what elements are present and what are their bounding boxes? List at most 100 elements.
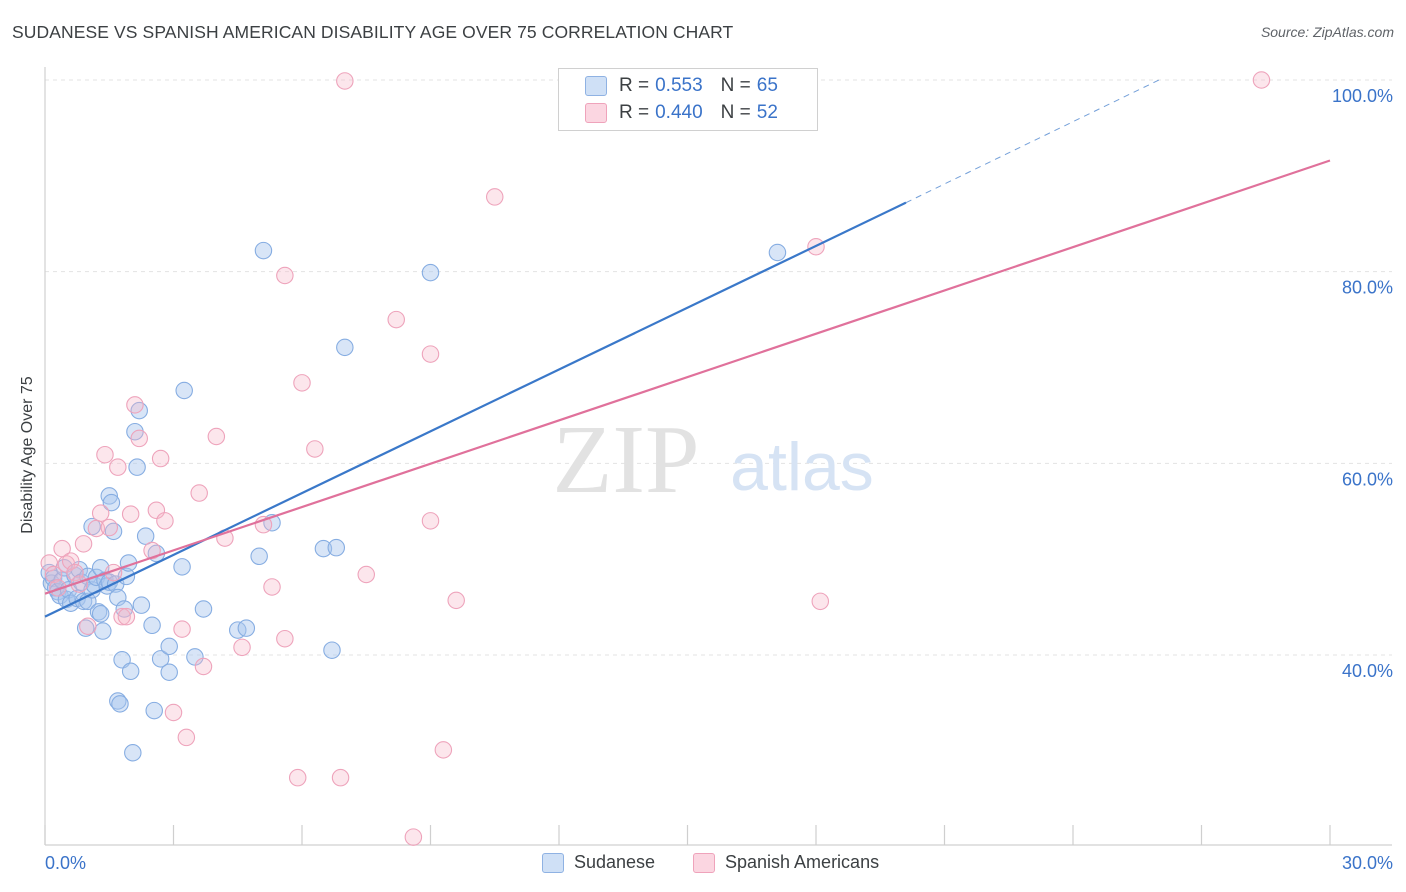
- data-point-spanish-americans: [113, 607, 131, 626]
- tick-labels: 40.0% 60.0% 80.0% 100.0% 0.0% 30.0%: [45, 86, 1393, 873]
- trend-line-sudanese-extension: [905, 77, 1164, 204]
- trend-line-spanish-americans: [44, 159, 1331, 595]
- data-point-sudanese: [94, 622, 112, 640]
- data-point-spanish-americans: [811, 592, 830, 611]
- data-point-sudanese: [175, 381, 193, 400]
- r-value: 0.440: [655, 102, 703, 123]
- data-point-sudanese: [421, 263, 440, 282]
- data-point-sudanese: [194, 600, 213, 618]
- data-point-sudanese: [121, 662, 140, 681]
- legend-row-sudanese: R = 0.553 N = 65: [585, 74, 778, 98]
- data-point-spanish-americans: [66, 563, 84, 582]
- x-tick-label: 30.0%: [1342, 853, 1393, 873]
- data-point-sudanese: [229, 621, 247, 639]
- correlation-legend: R = 0.553 N = 65 R = 0.440 N = 52: [558, 68, 818, 131]
- data-point-spanish-americans: [233, 638, 251, 657]
- sudanese-swatch: [585, 76, 607, 96]
- data-point-sudanese: [111, 695, 129, 713]
- data-point-sudanese: [145, 701, 163, 720]
- data-point-sudanese: [327, 538, 346, 557]
- data-point-sudanese: [143, 616, 161, 635]
- spanish-americans-swatch: [585, 103, 607, 123]
- watermark: ZIP atlas: [553, 406, 874, 514]
- data-point-spanish-americans: [130, 429, 148, 448]
- data-point-sudanese: [109, 692, 127, 710]
- data-point-sudanese: [254, 241, 273, 260]
- data-point-sudanese: [102, 493, 121, 512]
- data-point-spanish-americans: [117, 607, 136, 626]
- data-point-spanish-americans: [190, 484, 208, 502]
- data-point-sudanese: [250, 547, 268, 566]
- data-point-spanish-americans: [44, 565, 63, 584]
- sudanese-swatch: [542, 852, 564, 873]
- x-tick-label: 0.0%: [45, 853, 86, 873]
- trend-line-sudanese: [44, 201, 907, 618]
- data-point-spanish-americans: [288, 768, 307, 787]
- data-point-spanish-americans: [61, 552, 80, 570]
- gridlines: [45, 79, 1392, 656]
- y-tick-label: 60.0%: [1342, 469, 1393, 489]
- y-tick-label: 100.0%: [1332, 86, 1393, 106]
- n-label: N =: [720, 102, 751, 123]
- data-point-spanish-americans: [434, 741, 453, 759]
- y-axis-label: Disability Age Over 75: [19, 376, 36, 534]
- data-point-sudanese: [128, 458, 146, 476]
- data-point-sudanese: [160, 663, 178, 681]
- data-point-spanish-americans: [404, 828, 423, 846]
- legend-label: Spanish Americans: [725, 852, 880, 872]
- source-label: Source: ZipAtlas.com: [1260, 24, 1394, 40]
- data-point-sudanese: [136, 527, 155, 545]
- legend-item-spanish-americans: Spanish Americans: [693, 852, 879, 873]
- data-point-spanish-americans: [109, 458, 127, 476]
- data-point-spanish-americans: [263, 578, 281, 596]
- y-tick-label: 80.0%: [1342, 278, 1393, 298]
- data-point-spanish-americans: [306, 440, 324, 458]
- data-point-sudanese: [100, 487, 119, 505]
- data-point-sudanese: [237, 619, 256, 637]
- data-point-spanish-americans: [126, 396, 144, 414]
- data-point-spanish-americans: [79, 617, 97, 635]
- data-point-spanish-americans: [121, 505, 140, 523]
- n-value: 52: [756, 102, 778, 123]
- trend-lines: [44, 77, 1331, 618]
- axes: [44, 67, 1392, 846]
- legend-item-sudanese: Sudanese: [542, 852, 655, 873]
- data-point-spanish-americans: [276, 629, 294, 648]
- data-point-sudanese: [768, 243, 787, 262]
- data-point-spanish-americans: [40, 554, 59, 572]
- data-point-spanish-americans: [357, 565, 375, 584]
- data-point-spanish-americans: [173, 620, 191, 638]
- data-point-spanish-americans: [74, 535, 93, 553]
- data-point-spanish-americans: [143, 541, 161, 560]
- data-point-spanish-americans: [100, 518, 119, 537]
- watermark-zip: ZIP: [553, 406, 700, 514]
- data-point-spanish-americans: [276, 266, 294, 285]
- r-value: 0.553: [655, 75, 703, 96]
- data-point-sudanese: [314, 539, 333, 558]
- data-point-sudanese: [323, 641, 341, 659]
- data-point-sudanese: [124, 743, 142, 762]
- data-point-spanish-americans: [164, 703, 183, 722]
- watermark-atlas: atlas: [730, 429, 874, 505]
- data-point-sudanese: [91, 605, 110, 623]
- data-point-spanish-americans: [49, 579, 67, 597]
- data-point-sudanese: [173, 558, 191, 576]
- data-point-spanish-americans: [485, 188, 504, 206]
- n-value: 65: [756, 75, 778, 96]
- data-point-spanish-americans: [156, 512, 174, 530]
- data-point-sudanese: [336, 338, 354, 357]
- data-point-sudanese: [151, 650, 170, 668]
- legend-label: Sudanese: [574, 852, 656, 872]
- data-point-spanish-americans: [1252, 71, 1271, 89]
- data-point-spanish-americans: [421, 345, 440, 363]
- data-point-spanish-americans: [336, 72, 354, 90]
- chart-title: SUDANESE VS SPANISH AMERICAN DISABILITY …: [12, 22, 734, 42]
- data-point-spanish-americans: [96, 445, 114, 464]
- data-point-spanish-americans: [387, 310, 405, 329]
- data-point-sudanese: [132, 596, 151, 614]
- data-point-spanish-americans: [177, 728, 196, 747]
- spanish-americans-swatch: [693, 852, 715, 873]
- data-point-spanish-americans: [421, 512, 440, 530]
- data-point-spanish-americans: [447, 591, 465, 610]
